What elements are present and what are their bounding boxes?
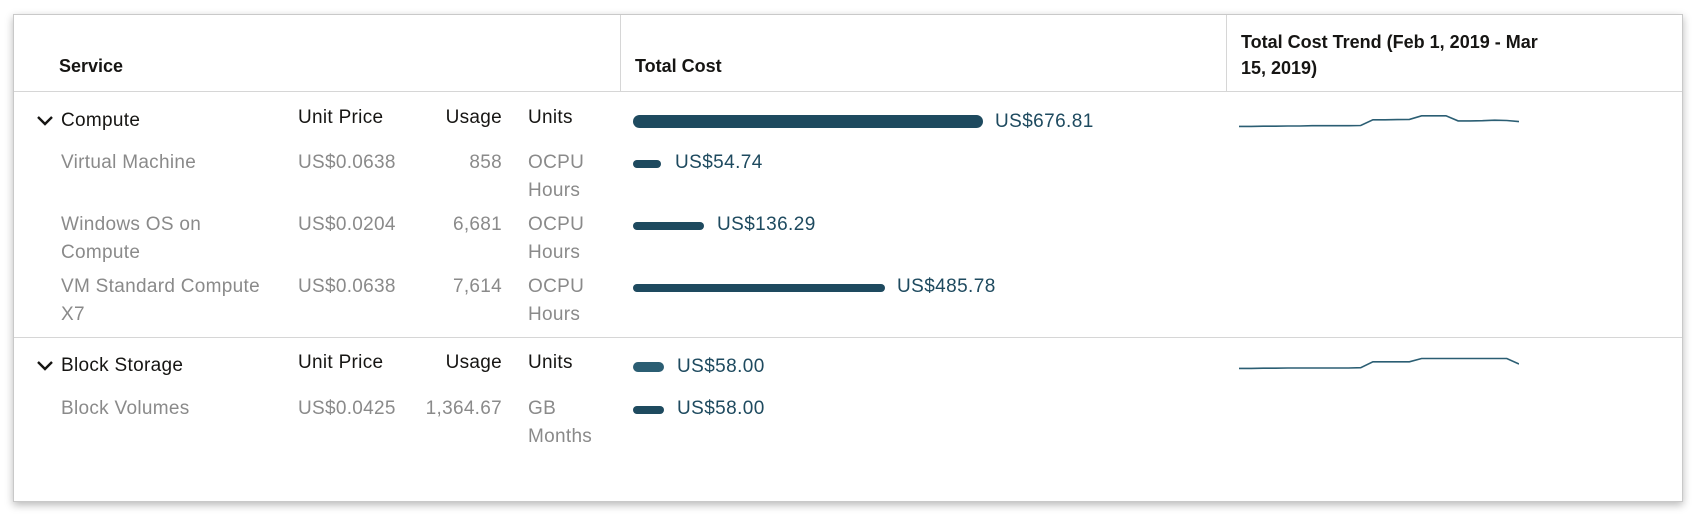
cost-bar[interactable] [633, 362, 664, 372]
sparkline-path [1239, 357, 1519, 370]
group-total-cost: US$676.81 [995, 111, 1094, 132]
group-name-compute[interactable]: Compute [61, 110, 141, 131]
service-item-cost: US$136.29 [717, 214, 816, 235]
service-item-usage: 1,364.67 [425, 398, 502, 419]
service-item-units: OCPU Hours [528, 214, 585, 263]
cost-bar[interactable] [633, 406, 664, 414]
column-divider [1226, 15, 1227, 92]
cost-bar[interactable] [633, 284, 885, 292]
service-item-cost: US$58.00 [677, 398, 765, 419]
service-item-unit-price: US$0.0425 [298, 398, 396, 419]
usage-label: Usage [445, 352, 502, 373]
cost-trend-sparkline [1239, 357, 1519, 370]
usage-label: Usage [445, 107, 502, 128]
chevron-down-icon[interactable] [36, 359, 54, 373]
service-item-cost: US$485.78 [897, 276, 996, 297]
group-divider [14, 337, 1682, 338]
service-item-usage: 858 [469, 152, 502, 173]
service-item-unit-price: US$0.0638 [298, 152, 396, 173]
service-item-unit-price: US$0.0204 [298, 214, 396, 235]
cost-bar[interactable] [633, 160, 661, 168]
cost-trend-column-header: Total Cost Trend (Feb 1, 2019 - Mar 15, … [1241, 32, 1538, 78]
group-total-cost: US$58.00 [677, 356, 765, 377]
service-item-usage: 6,681 [452, 214, 502, 235]
service-column-header[interactable]: Service [59, 56, 124, 76]
sparkline-path [1239, 115, 1519, 128]
unit-price-label: Unit Price [298, 107, 384, 128]
unit-price-label: Unit Price [298, 352, 384, 373]
service-item-name: Block Volumes [61, 398, 190, 419]
service-item-units: GB Months [528, 398, 593, 447]
service-item-name: VM Standard Compute X7 [61, 276, 260, 325]
units-label: Units [528, 352, 573, 373]
header-divider [14, 91, 1682, 92]
group-name-block-storage[interactable]: Block Storage [61, 355, 184, 376]
service-item-name: Virtual Machine [61, 152, 197, 173]
service-item-units: OCPU Hours [528, 152, 585, 201]
cost-bar[interactable] [633, 222, 704, 230]
cost-trend-sparkline [1239, 115, 1519, 128]
chevron-down-icon[interactable] [36, 114, 54, 128]
cost-analysis-table: Service Total Cost Total Cost Trend (Feb… [13, 14, 1683, 502]
service-item-name: Windows OS on Compute [61, 214, 202, 263]
total-cost-column-header[interactable]: Total Cost [635, 56, 722, 76]
service-item-units: OCPU Hours [528, 276, 585, 325]
units-label: Units [528, 107, 573, 128]
column-divider [620, 15, 621, 92]
service-item-unit-price: US$0.0638 [298, 276, 396, 297]
cost-bar[interactable] [633, 115, 983, 128]
service-item-usage: 7,614 [452, 276, 502, 297]
service-item-cost: US$54.74 [675, 152, 763, 173]
